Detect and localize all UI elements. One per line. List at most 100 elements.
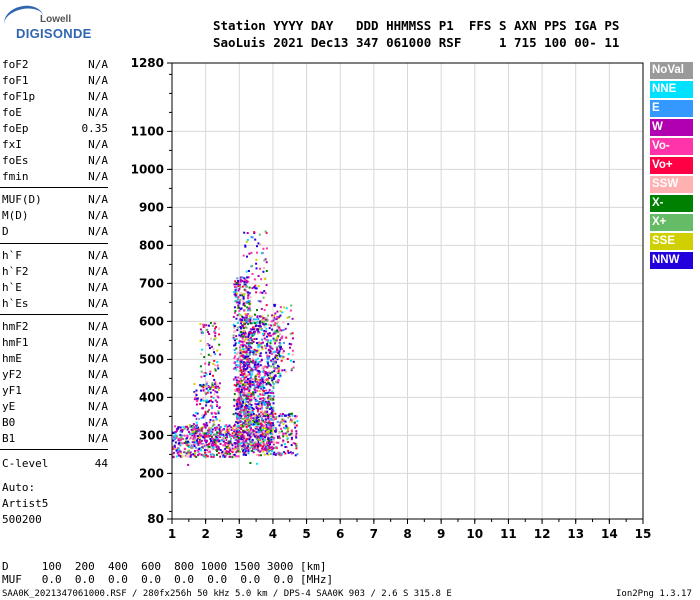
echo-point — [212, 389, 215, 391]
echo-point — [248, 394, 251, 397]
y-tick-label: 1280 — [131, 56, 164, 70]
echo-point — [249, 379, 252, 382]
echo-point — [262, 370, 265, 373]
echo-point — [291, 332, 294, 335]
echo-point — [259, 397, 262, 400]
echo-point — [243, 277, 246, 280]
param-fof1: foF1 N/A — [2, 74, 108, 90]
echo-point — [186, 435, 189, 438]
echo-point — [248, 305, 251, 308]
echo-point — [211, 438, 214, 441]
echo-point — [249, 436, 252, 439]
echo-point — [272, 412, 275, 415]
echo-point — [247, 294, 250, 297]
echo-point — [258, 345, 261, 348]
echo-point — [253, 384, 256, 387]
echo-point — [258, 380, 261, 383]
echo-point — [236, 402, 239, 405]
echo-point — [207, 429, 210, 432]
echo-point — [202, 416, 205, 419]
echo-point — [266, 366, 269, 369]
echo-point — [274, 330, 277, 333]
echo-point — [280, 444, 283, 447]
echo-point — [195, 446, 197, 449]
echo-point — [234, 289, 237, 292]
echo-point — [239, 442, 242, 445]
echo-point — [257, 428, 260, 431]
echo-point — [239, 431, 242, 434]
echo-point — [235, 364, 238, 367]
echo-point — [267, 444, 270, 447]
echo-point — [212, 386, 215, 388]
echo-point — [272, 424, 275, 427]
echo-point — [272, 398, 275, 401]
echo-point — [248, 371, 251, 374]
echo-point — [239, 396, 242, 399]
echo-point — [194, 428, 197, 431]
echo-point — [236, 351, 239, 354]
echo-point — [237, 283, 240, 286]
echo-point — [252, 351, 255, 354]
echo-point — [267, 415, 270, 417]
echo-point — [288, 342, 291, 345]
param-name: h`F2 — [2, 265, 29, 278]
echo-point — [278, 415, 281, 417]
echo-point — [235, 317, 238, 320]
echo-point — [240, 445, 243, 448]
echo-point — [190, 429, 193, 431]
echo-point — [283, 418, 286, 421]
echo-point — [274, 318, 277, 321]
param-name: h`E — [2, 281, 22, 294]
echo-point — [247, 448, 250, 451]
echo-point — [243, 445, 246, 448]
echo-point — [244, 325, 247, 328]
echo-point — [255, 262, 258, 265]
echo-point — [209, 386, 212, 389]
echo-point — [266, 335, 268, 338]
echo-point — [214, 386, 217, 389]
echo-point — [181, 434, 184, 437]
echo-point — [269, 428, 272, 431]
echo-point — [203, 356, 206, 359]
echo-point — [242, 335, 245, 338]
echo-point — [251, 409, 254, 412]
echo-point — [272, 358, 275, 361]
echo-point — [195, 400, 198, 403]
echo-point — [216, 453, 218, 456]
echo-point — [241, 433, 244, 436]
echo-point — [206, 381, 209, 384]
echo-point — [250, 403, 253, 406]
echo-point — [242, 442, 245, 445]
echo-point — [181, 437, 184, 440]
echo-point — [239, 381, 242, 384]
echo-point — [246, 387, 249, 390]
echo-point — [272, 351, 275, 354]
x-tick-label: 13 — [567, 527, 584, 541]
echo-point — [268, 323, 270, 326]
x-tick-label: 12 — [534, 527, 551, 541]
echo-point — [255, 328, 258, 331]
echo-point — [256, 343, 259, 346]
echo-point — [211, 428, 214, 431]
echo-point — [259, 433, 262, 436]
echo-point — [256, 453, 259, 456]
echo-point — [271, 347, 274, 350]
echo-point — [257, 378, 259, 381]
echo-point — [237, 364, 240, 367]
echo-point — [266, 452, 269, 455]
echo-point — [250, 322, 253, 325]
echo-point — [194, 436, 197, 439]
echo-point — [234, 310, 237, 313]
echo-point — [237, 450, 240, 453]
echo-point — [245, 382, 247, 385]
param-value: N/A — [88, 193, 108, 206]
echo-point — [274, 412, 277, 415]
y-tick-label: 800 — [139, 238, 164, 252]
echo-point — [195, 430, 198, 433]
echo-points — [172, 230, 299, 466]
echo-point — [241, 448, 243, 451]
echo-point — [254, 448, 257, 451]
param-name: foF2 — [2, 58, 29, 71]
echo-point — [237, 391, 240, 394]
param-fof1p: foF1p N/A — [2, 90, 108, 106]
